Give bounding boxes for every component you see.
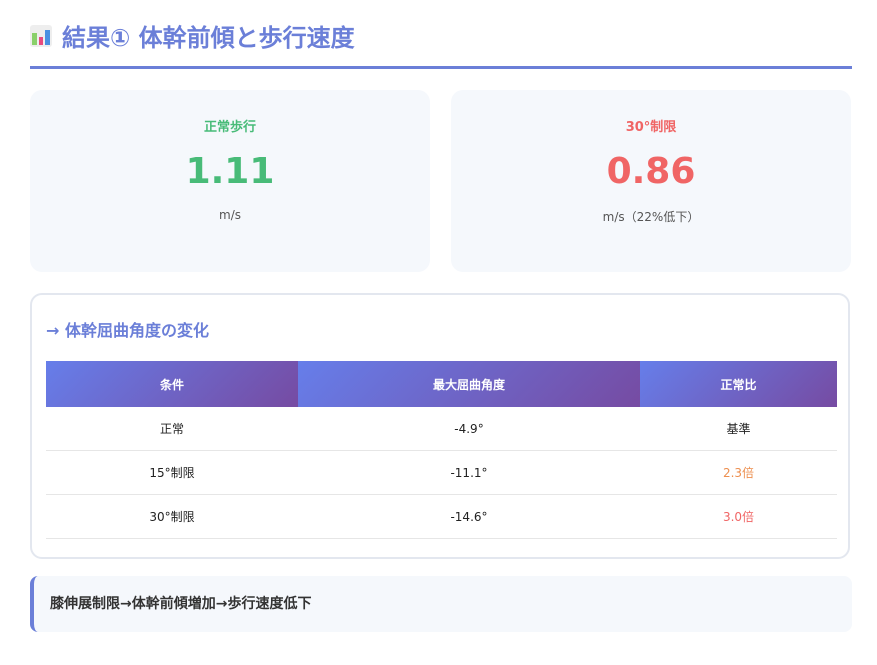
flexion-table: 条件 最大屈曲角度 正常比 正常 -4.9° 基準 15°制限 -11.1° 2… [46,361,837,539]
table-row: 正常 -4.9° 基準 [46,407,837,451]
card-unit: m/s [219,208,241,222]
table-row: 30°制限 -14.6° 3.0倍 [46,494,837,539]
table-row: 15°制限 -11.1° 2.3倍 [46,450,837,495]
card-value: 0.86 [606,151,696,192]
card-label: 30°制限 [625,120,677,135]
cell-condition: 30°制限 [46,494,298,539]
cell-angle: -11.1° [298,450,640,495]
restricted-speed-card: 30°制限 0.86 m/s（22%低下） [451,90,851,272]
cell-condition: 15°制限 [46,450,298,495]
trunk-flexion-panel: → 体幹屈曲角度の変化 条件 最大屈曲角度 正常比 正常 -4.9° 基準 15… [30,293,850,559]
cell-ratio: 2.3倍 [640,450,837,495]
card-value: 1.11 [185,151,275,192]
card-unit: m/s（22%低下） [602,210,700,224]
bar-chart-icon [30,24,52,47]
normal-speed-card: 正常歩行 1.11 m/s [30,90,430,272]
conclusion-callout: 膝伸展制限→体幹前傾増加→歩行速度低下 [30,576,852,632]
cell-condition: 正常 [46,407,298,451]
column-header: 正常比 [640,361,837,407]
column-header: 最大屈曲角度 [298,361,640,407]
page-title-text: 結果① 体幹前傾と歩行速度 [62,24,355,52]
cell-ratio: 3.0倍 [640,494,837,539]
section-title: → 体幹屈曲角度の変化 [46,321,209,340]
page-title: 結果① 体幹前傾と歩行速度 [30,18,355,53]
cell-angle: -14.6° [298,494,640,539]
card-label: 正常歩行 [203,120,256,135]
cell-ratio: 基準 [640,407,837,451]
cell-angle: -4.9° [298,407,640,451]
column-header: 条件 [46,361,298,407]
title-divider [30,66,852,69]
